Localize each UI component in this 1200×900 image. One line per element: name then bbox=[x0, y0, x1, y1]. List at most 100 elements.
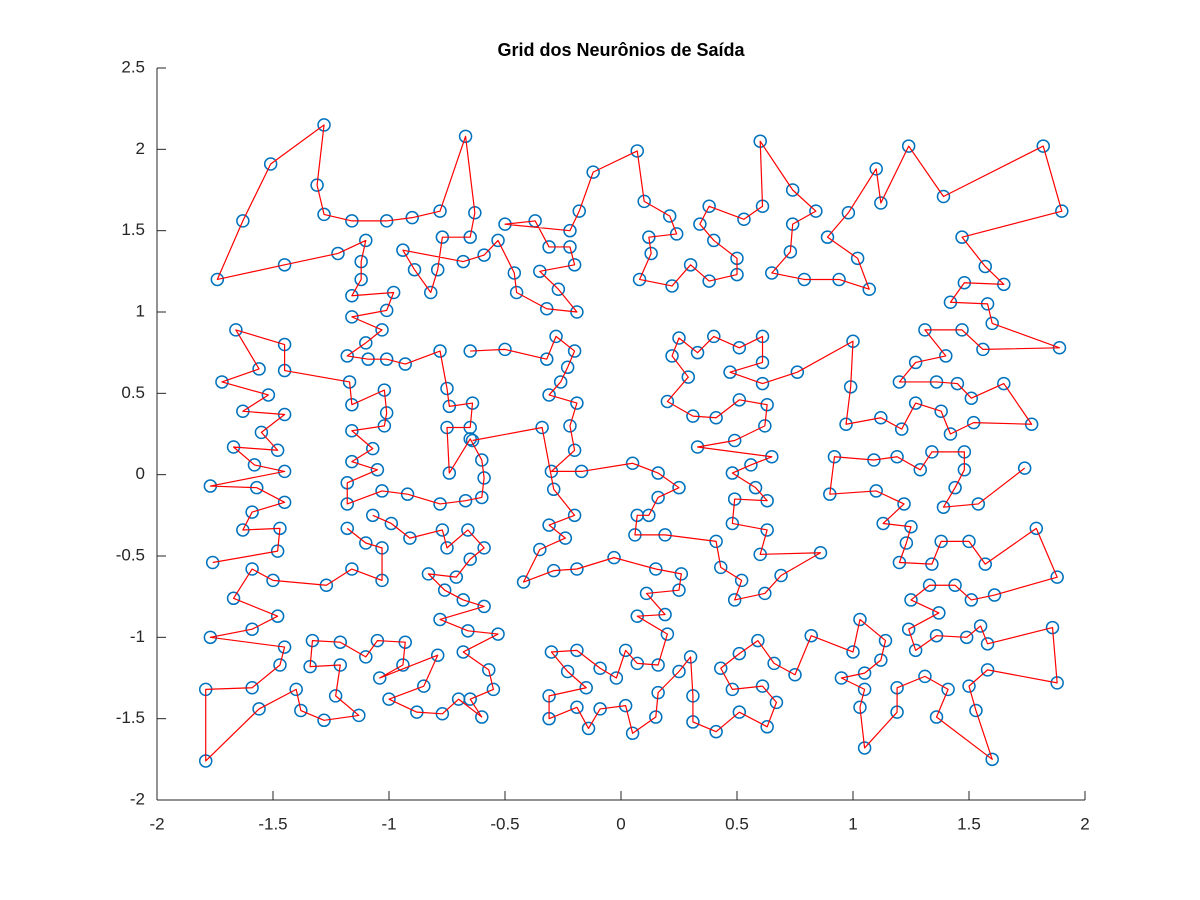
marker bbox=[468, 206, 482, 220]
marker bbox=[516, 575, 531, 589]
marker bbox=[294, 703, 308, 718]
marker bbox=[465, 433, 480, 448]
marker bbox=[609, 671, 624, 685]
marker bbox=[486, 682, 501, 697]
marker bbox=[252, 702, 266, 716]
marker bbox=[665, 279, 679, 293]
marker bbox=[978, 259, 992, 274]
marker bbox=[785, 183, 800, 197]
marker bbox=[317, 207, 331, 222]
marker bbox=[929, 710, 944, 724]
marker bbox=[683, 258, 698, 272]
marker bbox=[857, 682, 872, 697]
marker bbox=[618, 698, 633, 713]
marker bbox=[359, 233, 373, 248]
marker bbox=[366, 441, 380, 456]
y-tick-label: 2 bbox=[136, 139, 145, 158]
marker bbox=[707, 329, 721, 344]
marker bbox=[744, 458, 758, 472]
marker bbox=[359, 336, 373, 350]
marker bbox=[433, 612, 447, 627]
marker bbox=[236, 214, 250, 228]
y-tick-label: -2 bbox=[130, 789, 145, 808]
marker bbox=[317, 118, 331, 132]
y-tick-label: -1.5 bbox=[116, 708, 145, 727]
marker bbox=[458, 493, 473, 508]
marker bbox=[273, 658, 287, 672]
marker bbox=[632, 272, 647, 287]
marker bbox=[370, 463, 385, 477]
marker bbox=[672, 480, 686, 495]
marker bbox=[897, 497, 911, 511]
x-tick-label: -2 bbox=[149, 814, 164, 833]
marker bbox=[375, 323, 389, 337]
marker bbox=[245, 622, 259, 636]
marker bbox=[639, 586, 654, 601]
marker bbox=[424, 285, 438, 300]
marker bbox=[913, 463, 928, 477]
marker bbox=[904, 519, 918, 534]
marker bbox=[618, 643, 633, 658]
marker bbox=[477, 471, 491, 485]
marker bbox=[567, 344, 582, 358]
marker bbox=[261, 388, 276, 402]
marker bbox=[586, 165, 600, 179]
marker bbox=[723, 365, 737, 379]
marker bbox=[755, 376, 770, 391]
marker bbox=[226, 591, 241, 606]
marker bbox=[978, 557, 992, 571]
marker bbox=[669, 227, 684, 241]
marker bbox=[765, 450, 779, 464]
marker bbox=[651, 490, 665, 505]
marker bbox=[693, 217, 707, 231]
marker bbox=[1055, 204, 1069, 218]
marker bbox=[540, 301, 554, 316]
marker bbox=[1017, 461, 1032, 475]
marker bbox=[732, 393, 747, 407]
marker bbox=[644, 246, 658, 261]
marker bbox=[463, 552, 477, 567]
marker bbox=[980, 637, 995, 651]
marker bbox=[317, 713, 331, 728]
marker bbox=[270, 609, 285, 623]
marker bbox=[507, 266, 522, 280]
marker bbox=[509, 285, 524, 300]
marker bbox=[535, 420, 549, 435]
marker bbox=[345, 423, 359, 438]
marker bbox=[553, 375, 568, 389]
marker bbox=[421, 567, 436, 581]
marker bbox=[774, 568, 788, 583]
marker bbox=[857, 666, 872, 680]
marker bbox=[477, 541, 491, 555]
marker bbox=[1029, 521, 1044, 536]
marker bbox=[841, 206, 856, 220]
marker bbox=[1050, 570, 1064, 584]
marker bbox=[440, 381, 454, 396]
marker bbox=[345, 397, 359, 412]
marker bbox=[461, 523, 475, 537]
marker bbox=[359, 536, 373, 550]
marker bbox=[809, 204, 823, 218]
y-tick-label: 2.5 bbox=[121, 57, 145, 76]
marker bbox=[252, 362, 266, 376]
marker bbox=[765, 266, 779, 280]
marker bbox=[456, 254, 470, 269]
marker bbox=[878, 633, 893, 648]
marker bbox=[442, 399, 457, 414]
marker bbox=[430, 648, 445, 662]
marker bbox=[908, 396, 923, 410]
series-line bbox=[472, 426, 1058, 760]
marker bbox=[908, 643, 923, 658]
marker bbox=[874, 410, 888, 425]
marker bbox=[270, 544, 285, 558]
marker bbox=[482, 663, 496, 677]
marker bbox=[737, 212, 751, 227]
marker bbox=[760, 523, 774, 537]
marker bbox=[690, 440, 705, 454]
marker bbox=[215, 375, 229, 389]
marker bbox=[229, 323, 243, 337]
marker bbox=[853, 612, 867, 627]
marker bbox=[727, 433, 742, 448]
marker bbox=[727, 593, 742, 607]
marker bbox=[672, 331, 686, 345]
